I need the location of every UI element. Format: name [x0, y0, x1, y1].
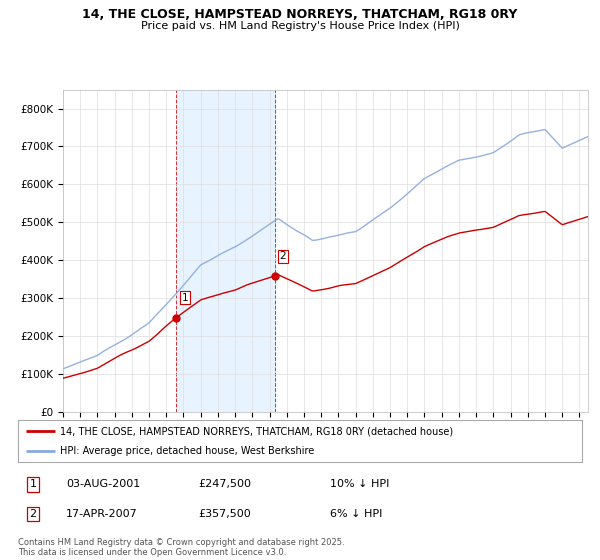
Text: Price paid vs. HM Land Registry's House Price Index (HPI): Price paid vs. HM Land Registry's House … — [140, 21, 460, 31]
Text: 6% ↓ HPI: 6% ↓ HPI — [330, 509, 382, 519]
Text: HPI: Average price, detached house, West Berkshire: HPI: Average price, detached house, West… — [60, 446, 314, 456]
Bar — [176, 90, 275, 412]
Text: 1: 1 — [29, 479, 37, 489]
Text: 10% ↓ HPI: 10% ↓ HPI — [330, 479, 389, 489]
Text: 2: 2 — [29, 509, 37, 519]
Text: 2: 2 — [280, 251, 286, 261]
Text: 03-AUG-2001: 03-AUG-2001 — [66, 479, 140, 489]
Text: 1: 1 — [181, 293, 188, 303]
Text: £357,500: £357,500 — [198, 509, 251, 519]
Text: Contains HM Land Registry data © Crown copyright and database right 2025.
This d: Contains HM Land Registry data © Crown c… — [18, 538, 344, 557]
Text: 14, THE CLOSE, HAMPSTEAD NORREYS, THATCHAM, RG18 0RY (detached house): 14, THE CLOSE, HAMPSTEAD NORREYS, THATCH… — [60, 426, 454, 436]
Text: 14, THE CLOSE, HAMPSTEAD NORREYS, THATCHAM, RG18 0RY: 14, THE CLOSE, HAMPSTEAD NORREYS, THATCH… — [82, 8, 518, 21]
Text: £247,500: £247,500 — [198, 479, 251, 489]
Text: 17-APR-2007: 17-APR-2007 — [66, 509, 138, 519]
